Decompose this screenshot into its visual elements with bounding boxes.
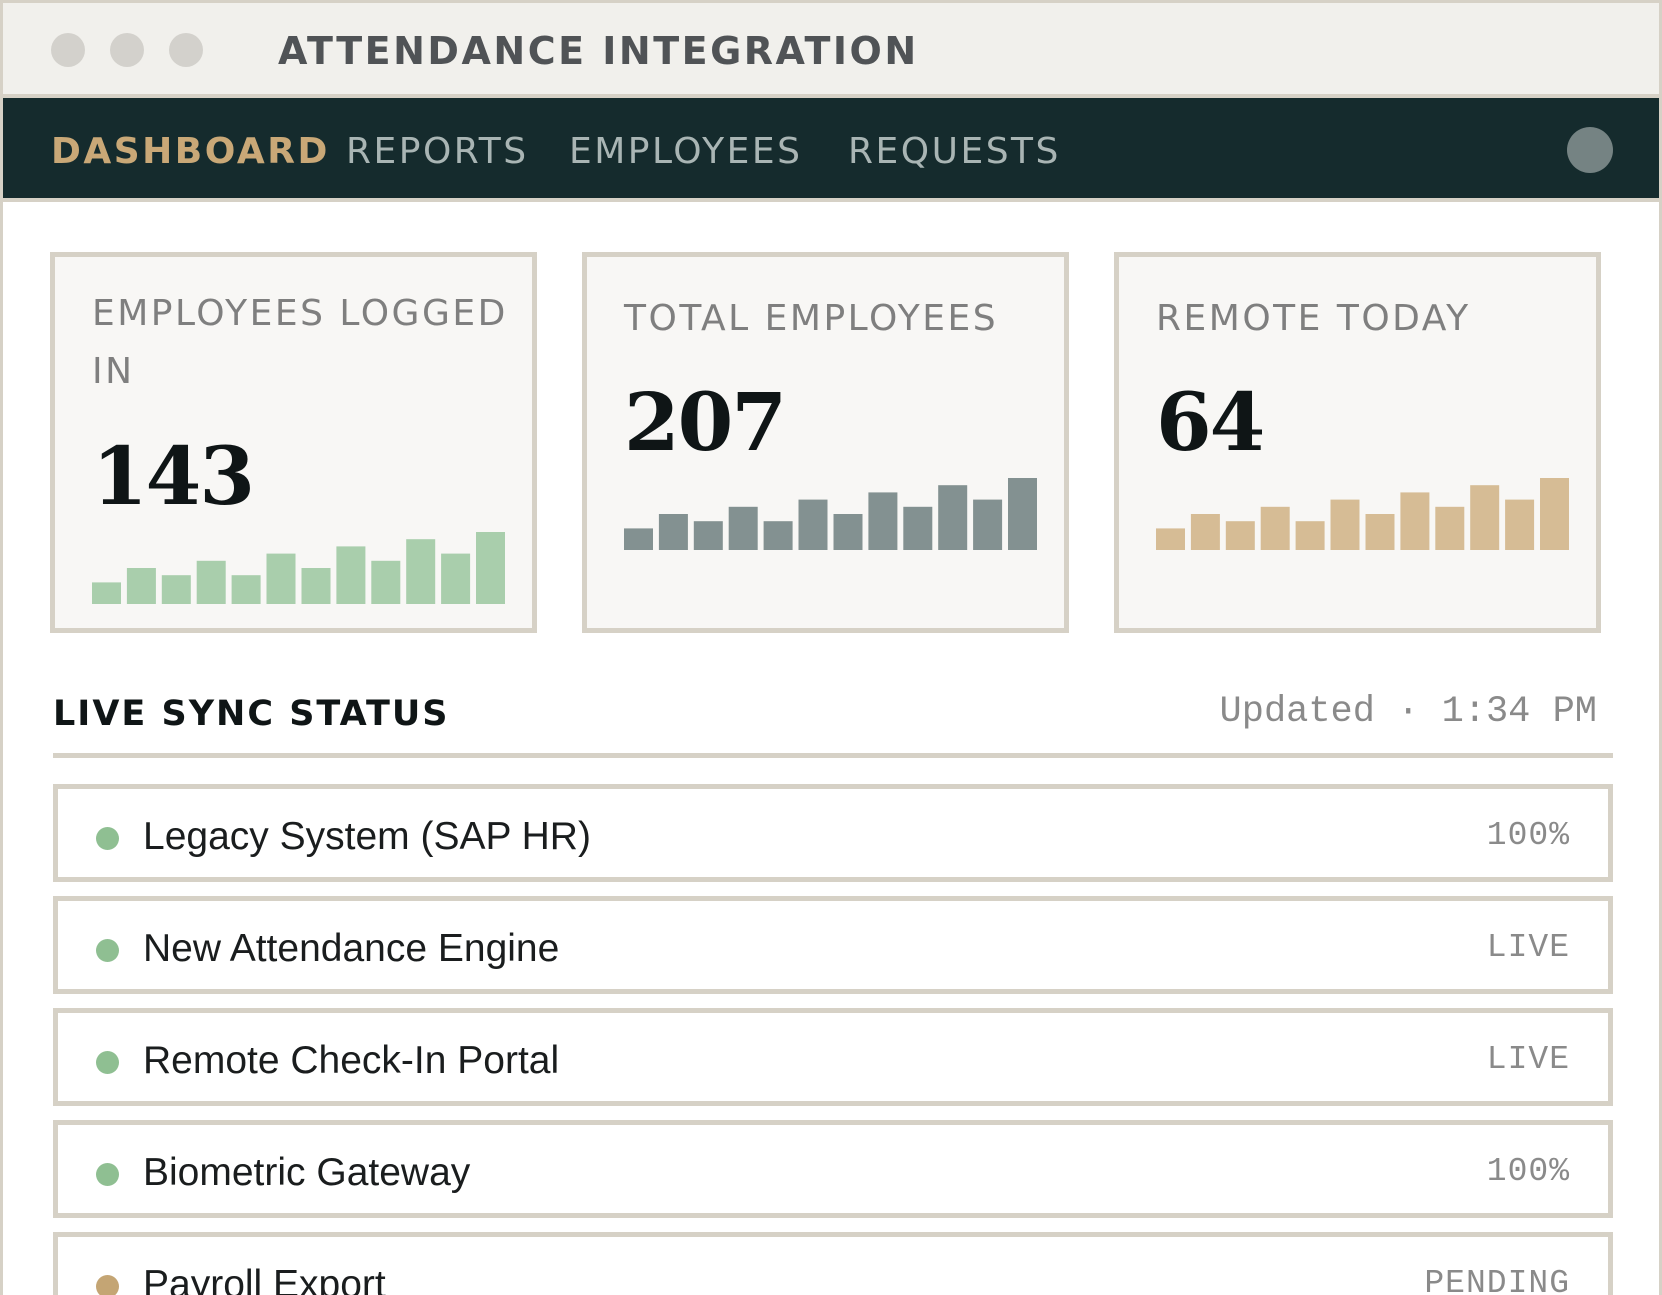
sparkline-bar bbox=[973, 499, 1003, 550]
sync-row-name: New Attendance Engine bbox=[143, 927, 560, 970]
sync-row-remote-check-in[interactable]: Remote Check-In Portal LIVE bbox=[53, 1008, 1613, 1106]
sparkline-bar bbox=[336, 546, 366, 604]
kpi-value: 207 bbox=[624, 375, 787, 469]
kpi-label: TOTAL EMPLOYEES bbox=[624, 298, 999, 339]
sparkline-bar bbox=[1435, 506, 1465, 550]
sparkline-bar bbox=[371, 560, 401, 604]
sync-row-name: Payroll Export bbox=[143, 1263, 386, 1295]
sync-row-status: LIVE bbox=[1486, 929, 1570, 966]
sparkline-bar bbox=[624, 528, 653, 550]
top-nav: DASHBOARD REPORTS EMPLOYEES REQUESTS bbox=[3, 98, 1659, 202]
sparkline-bar bbox=[1365, 514, 1395, 550]
window-close-button[interactable] bbox=[51, 33, 85, 67]
sparkline-bar bbox=[833, 514, 863, 550]
sparkline-chart bbox=[92, 532, 505, 604]
sparkline-bar bbox=[938, 485, 968, 550]
sparkline-bar bbox=[1295, 521, 1325, 550]
sparkline-bar bbox=[1190, 514, 1220, 550]
status-dot-icon bbox=[96, 1051, 119, 1074]
sparkline-bar bbox=[231, 575, 261, 604]
kpi-card-total-employees: TOTAL EMPLOYEES 207 bbox=[582, 252, 1069, 633]
nav-item-requests[interactable]: REQUESTS bbox=[848, 131, 1061, 172]
sparkline-bar bbox=[1008, 478, 1037, 550]
window-minimize-button[interactable] bbox=[110, 33, 144, 67]
sparkline-bar bbox=[1505, 499, 1535, 550]
sparkline-bar bbox=[1400, 492, 1430, 550]
sync-row-payroll-export[interactable]: Payroll Export PENDING bbox=[53, 1232, 1613, 1295]
sync-row-status: LIVE bbox=[1486, 1041, 1570, 1078]
nav-item-reports[interactable]: REPORTS bbox=[346, 131, 529, 172]
sparkline-bar bbox=[441, 553, 471, 604]
app-title: ATTENDANCE INTEGRATION bbox=[278, 29, 919, 73]
sparkline-bar bbox=[161, 575, 191, 604]
window-maximize-button[interactable] bbox=[169, 33, 203, 67]
kpi-value: 64 bbox=[1156, 375, 1265, 469]
sparkline-bar bbox=[1225, 521, 1255, 550]
nav-item-employees[interactable]: EMPLOYEES bbox=[569, 131, 803, 172]
sparkline-bar bbox=[868, 492, 898, 550]
sparkline-bar bbox=[301, 568, 331, 604]
sparkline-bar bbox=[92, 582, 121, 604]
sync-row-name: Legacy System (SAP HR) bbox=[143, 815, 591, 858]
sync-row-attendance-engine[interactable]: New Attendance Engine LIVE bbox=[53, 896, 1613, 994]
kpi-label: REMOTE TODAY bbox=[1156, 298, 1471, 339]
sparkline-bar bbox=[476, 532, 505, 604]
sync-row-biometric-gateway[interactable]: Biometric Gateway 100% bbox=[53, 1120, 1613, 1218]
status-dot-icon bbox=[96, 827, 119, 850]
status-dot-icon bbox=[96, 939, 119, 962]
sparkline-bar bbox=[266, 553, 296, 604]
sparkline-bar bbox=[196, 560, 226, 604]
kpi-card-logged-in: EMPLOYEES LOGGED IN 143 bbox=[50, 252, 537, 633]
sparkline-bar bbox=[1540, 478, 1569, 550]
sparkline-bar bbox=[658, 514, 688, 550]
sync-row-name: Remote Check-In Portal bbox=[143, 1039, 560, 1082]
status-dot-icon bbox=[96, 1275, 119, 1295]
sparkline-bar bbox=[1330, 499, 1360, 550]
sparkline-bar bbox=[1470, 485, 1500, 550]
sparkline-bar bbox=[406, 539, 436, 604]
kpi-card-remote-today: REMOTE TODAY 64 bbox=[1114, 252, 1601, 633]
sync-row-name: Biometric Gateway bbox=[143, 1151, 471, 1194]
sparkline-bar bbox=[126, 568, 156, 604]
sparkline-bar bbox=[903, 506, 933, 550]
sparkline-bar bbox=[693, 521, 723, 550]
status-dot-icon bbox=[96, 1163, 119, 1186]
sparkline-bar bbox=[798, 499, 828, 550]
sparkline-bar bbox=[1156, 528, 1185, 550]
title-bar: ATTENDANCE INTEGRATION bbox=[3, 3, 1659, 98]
sparkline-bar bbox=[763, 521, 793, 550]
kpi-value: 143 bbox=[92, 429, 255, 523]
sparkline-bar bbox=[1260, 506, 1290, 550]
updated-timestamp: Updated · 1:34 PM bbox=[1219, 691, 1597, 733]
sparkline-chart bbox=[624, 478, 1037, 550]
user-avatar-icon[interactable] bbox=[1567, 127, 1613, 173]
sparkline-bar bbox=[728, 506, 758, 550]
section-divider bbox=[53, 753, 1613, 758]
section-title-live-sync: LIVE SYNC STATUS bbox=[53, 694, 450, 734]
sync-row-status: 100% bbox=[1486, 817, 1570, 854]
nav-item-dashboard[interactable]: DASHBOARD bbox=[51, 131, 330, 172]
sync-row-status: 100% bbox=[1486, 1153, 1570, 1190]
kpi-label: EMPLOYEES LOGGED IN bbox=[92, 293, 508, 392]
sparkline-chart bbox=[1156, 478, 1569, 550]
sync-row-legacy-system[interactable]: Legacy System (SAP HR) 100% bbox=[53, 784, 1613, 882]
sync-row-status: PENDING bbox=[1424, 1265, 1570, 1295]
